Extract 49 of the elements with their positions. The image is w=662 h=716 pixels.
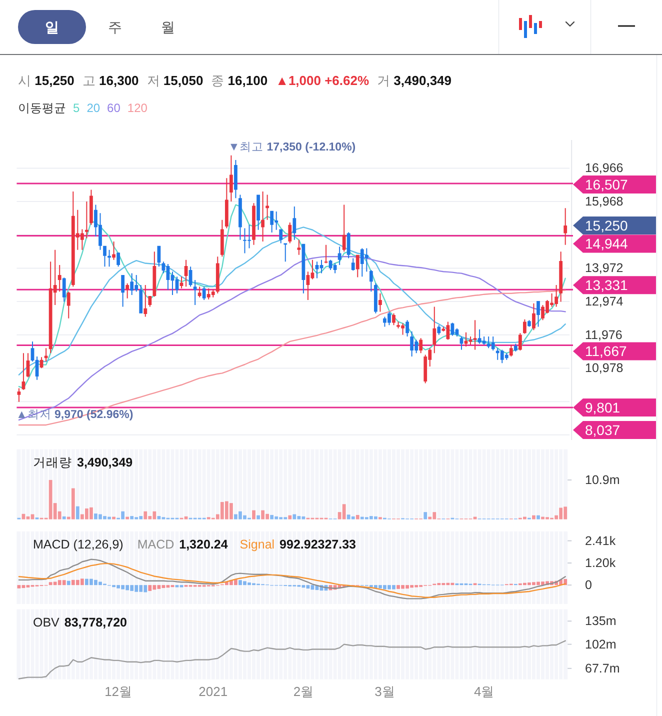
text: 거래량 [33,455,72,470]
x-tick-label: 3월 [374,683,395,698]
text: 시 15,250 [18,72,74,88]
text: 9,801 [585,400,620,416]
text: OBV [33,615,60,630]
text: 저 15,050 [146,72,204,88]
x-tick-label: 12월 [104,683,132,698]
text: 8,037 [585,422,620,438]
text: 종 16,100 [211,72,268,88]
text: MACD (12,26,9) [33,537,124,552]
text: 일 [45,19,59,35]
legend-title: 이동평균 [18,101,66,115]
series-label: Signal [240,537,275,552]
text: ▲1,000 +6.62% [276,72,370,88]
y-tick-label: 1.20k [585,556,616,570]
y-tick-label: 67.7m [585,661,620,676]
annotation: 3,490,349 [77,455,133,470]
y-tick-label: 16,966 [585,161,624,176]
y-tick-label: 135m [585,614,616,628]
text: 5 [73,101,80,115]
x-tick-label: 2월 [293,683,314,698]
text: 13,331 [585,277,628,294]
y-tick-label: 2.41k [585,534,616,548]
y-tick-label: 11,976 [585,328,622,342]
x-tick-label: 2021 [198,683,228,698]
y-tick-label: 12,974 [585,294,624,309]
text: 월 [161,19,175,35]
text: 16,507 [585,176,628,193]
text: 20 [86,101,100,115]
y-tick-label: 13,972 [585,261,624,276]
series-label: MACD [137,537,174,552]
y-tick-label: 15,968 [585,194,624,209]
text: 60 [107,101,121,115]
text: 11,667 [585,343,627,360]
annotation: ▼최고 17,350 (-12.10%) [228,141,356,154]
x-tick-label: 4월 [474,683,494,698]
y-tick-label: 10,978 [585,361,624,376]
text: 고 16,300 [82,72,139,88]
text: 주 [108,19,122,35]
y-tick-label: 102m [585,637,616,652]
text: 120 [127,101,148,115]
annotation: 83,778,720 [64,615,128,630]
text: 거 3,490,349 [377,72,452,88]
text: 14,944 [585,236,628,252]
y-tick-label: 10.9m [585,472,620,487]
y-tick-label: 0 [585,578,592,592]
text: 15,250 [585,218,628,234]
annotation: 1,320.24 [179,537,228,552]
annotation: 992.92327.33 [280,537,356,552]
